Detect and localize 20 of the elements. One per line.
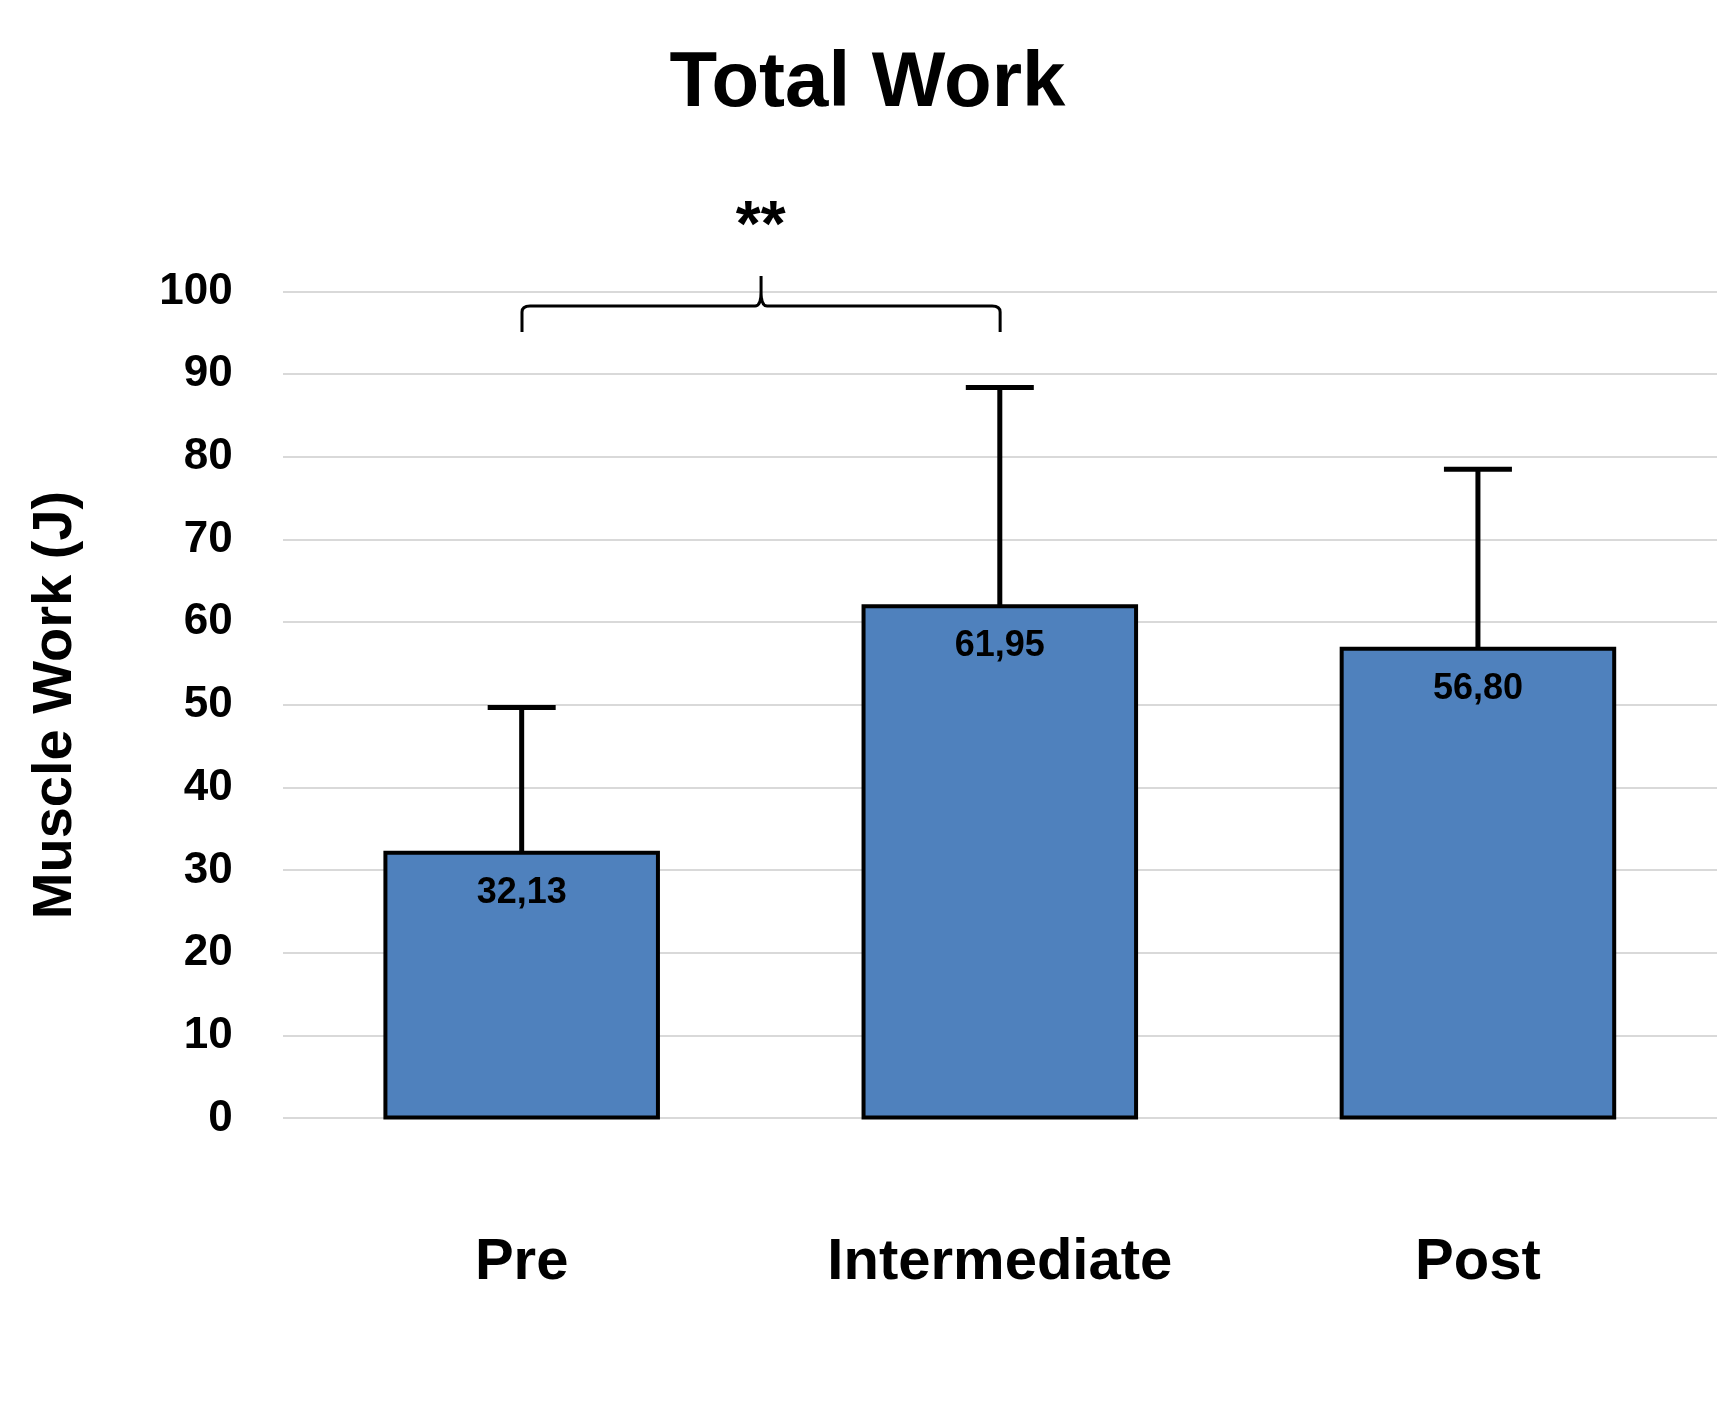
y-tick-label: 40	[183, 759, 233, 809]
y-tick-label: 70	[183, 511, 233, 561]
y-tick-label: 10	[183, 1007, 233, 1057]
y-tick-label: 80	[183, 429, 233, 479]
data-label: 56,80	[1432, 665, 1523, 707]
data-label: 32,13	[476, 869, 567, 911]
y-axis-title: Muscle Work (J)	[20, 490, 84, 920]
data-label: 61,95	[954, 623, 1045, 665]
y-tick-label: 90	[183, 346, 233, 396]
y-tick-label: 100	[159, 263, 233, 313]
chart-title: Total Work	[669, 35, 1067, 124]
y-tick-label: 0	[208, 1090, 233, 1140]
y-tick-label: 20	[183, 925, 233, 975]
x-tick-label: Intermediate	[827, 1226, 1173, 1292]
y-tick-label: 60	[183, 594, 233, 644]
y-tick-label: 30	[183, 842, 233, 892]
y-tick-label: 50	[183, 677, 233, 727]
text: **	[734, 186, 787, 261]
x-tick-label: Post	[1415, 1226, 1541, 1292]
x-tick-label: Pre	[474, 1226, 569, 1292]
